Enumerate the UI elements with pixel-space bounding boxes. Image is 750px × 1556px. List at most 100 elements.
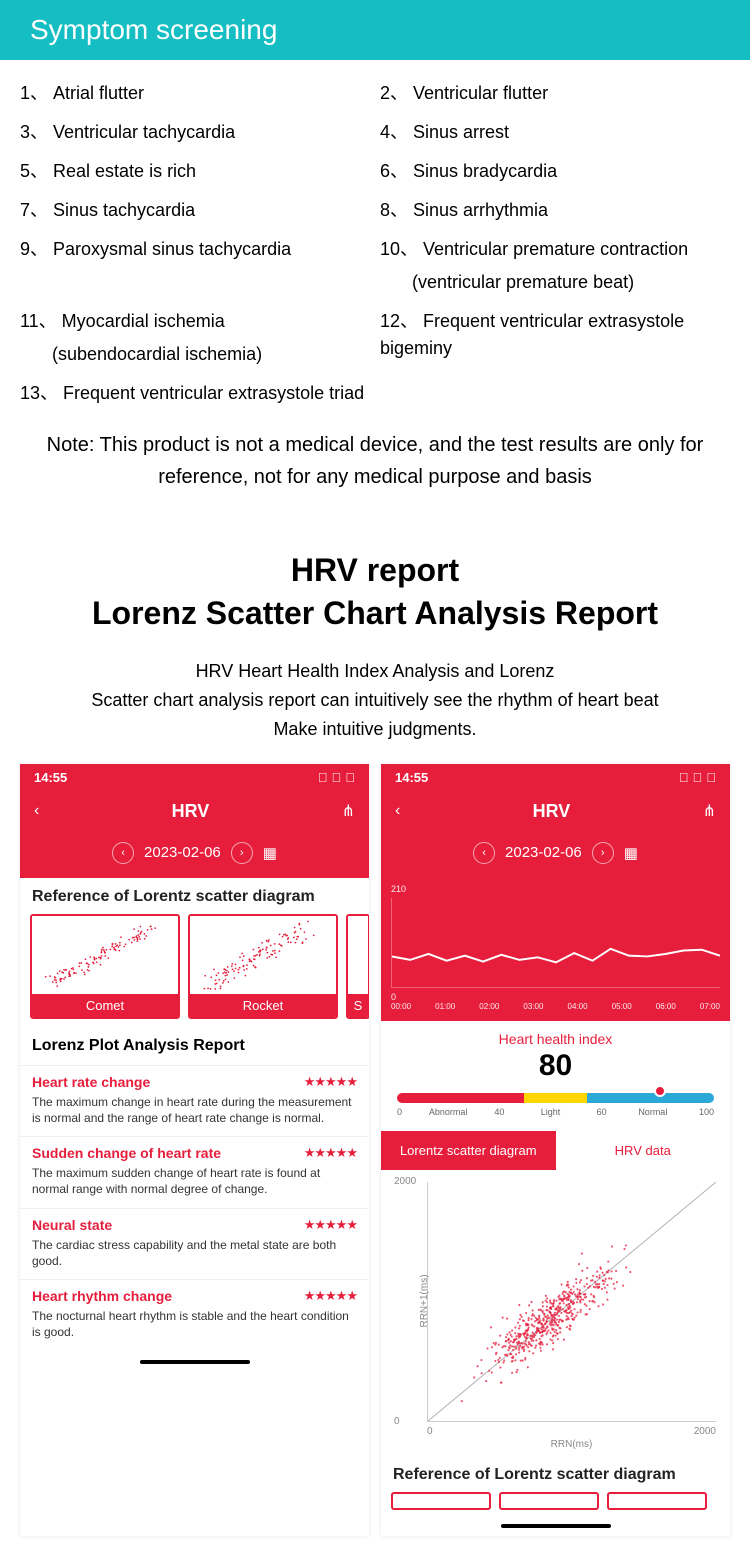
gauge-tick: 40 (494, 1107, 504, 1117)
scatter-xmax: 2000 (694, 1426, 716, 1437)
metric-name: Sudden change of heart rate (32, 1145, 221, 1161)
x-tick: 03:00 (523, 1002, 543, 1011)
status-bar: 14:55 􀙇 􀙈 􀛨 (381, 764, 730, 791)
ref-scroll-right[interactable] (381, 1492, 730, 1514)
symptom-item: 10、 Ventricular premature contraction(ve… (380, 236, 730, 296)
ref-card[interactable]: Comet (30, 914, 180, 1019)
symptom-item: 5、 Real estate is rich (20, 158, 370, 185)
metric-item: Heart rhythm change ★★★★★ The nocturnal he… (20, 1279, 369, 1350)
section-banner: Symptom screening (0, 0, 750, 60)
phone-right: 14:55 􀙇 􀙈 􀛨 ‹ HRV ⋔ ‹ 2023-02-06 › ▦ 210… (381, 764, 730, 1536)
date-prev-icon[interactable]: ‹ (112, 842, 134, 864)
x-tick: 00:00 (391, 1002, 411, 1011)
x-tick: 06:00 (656, 1002, 676, 1011)
banner-title: Symptom screening (30, 14, 277, 45)
x-tick: 01:00 (435, 1002, 455, 1011)
metric-desc: The maximum change in heart rate during … (32, 1094, 357, 1126)
tab-hrv-data[interactable]: HRV data (556, 1131, 731, 1170)
hrv-subtitle: HRV Heart Health Index Analysis and Lore… (0, 641, 750, 763)
metric-stars: ★★★★★ (304, 1074, 357, 1090)
symptom-grid: 1、 Atrial flutter 2、 Ventricular flutter 3… (0, 60, 750, 417)
date-selector: ‹ 2023-02-06 › ▦ (381, 834, 730, 878)
gauge-tick: Abnormal (402, 1107, 494, 1117)
gauge: 0Abnormal40Light60Normal100 (381, 1087, 730, 1131)
metric-item: Sudden change of heart rate ★★★★★ The maxi… (20, 1136, 369, 1207)
metric-item: Neural state★★★★★The cardiac stress capa… (20, 1208, 369, 1279)
calendar-icon[interactable]: ▦ (263, 844, 277, 862)
line-chart: 210 0 00:0001:0002:0003:0004:0005:0006:0… (381, 878, 730, 1021)
battery-icon: 􀛨 (706, 770, 716, 785)
metric-desc: The nocturnal heart rhythm is stable and… (32, 1308, 357, 1340)
symptom-item: 1、 Atrial flutter (20, 80, 370, 107)
ref-header: Reference of Lorentz scatter diagram (20, 878, 369, 914)
symptom-item: 6、 Sinus bradycardia (380, 158, 730, 185)
symptom-item: 9、 Paroxysmal sinus tachycardia (20, 236, 370, 296)
nav-bar: ‹ HRV ⋔ (20, 791, 369, 834)
heart-health-index: Heart health index 80 (381, 1021, 730, 1087)
scatter-ymin: 0 (394, 1416, 400, 1427)
scatter-ymax: 2000 (394, 1176, 416, 1187)
symptom-item: 3、 Ventricular tachycardia (20, 119, 370, 146)
symptom-item: 2、 Ventricular flutter (380, 80, 730, 107)
status-icons: 􀙇 􀙈 􀛨 (318, 770, 355, 785)
ref-card[interactable]: Rocket (188, 914, 338, 1019)
y-min: 0 (391, 992, 396, 1002)
signal-icon: 􀙇 (679, 770, 689, 785)
gauge-segment (524, 1093, 587, 1103)
ref-label: S (348, 994, 368, 1017)
back-icon[interactable]: ‹ (34, 802, 39, 820)
tabs: Lorentz scatter diagram HRV data (381, 1131, 730, 1170)
wifi-icon: 􀙈 (693, 770, 703, 785)
metric-stars: ★★★★★ (304, 1288, 357, 1304)
symptom-item: 7、 Sinus tachycardia (20, 197, 370, 224)
date-next-icon[interactable]: › (592, 842, 614, 864)
scatter-plot: 2000 RRN+1(ms) 0 0 2000 RRN(ms) (381, 1170, 730, 1456)
share-icon[interactable]: ⋔ (342, 801, 355, 821)
x-tick: 07:00 (700, 1002, 720, 1011)
symptom-item: 8、 Sinus arrhythmia (380, 197, 730, 224)
metric-desc: The cardiac stress capability and the me… (32, 1237, 357, 1269)
disclaimer-note: Note: This product is not a medical devi… (0, 417, 750, 513)
y-max: 210 (391, 884, 720, 894)
metric-desc: The maximum sudden change of heart rate … (32, 1165, 357, 1197)
x-tick: 04:00 (568, 1002, 588, 1011)
scatter-ylabel: RRN+1(ms) (419, 1275, 430, 1328)
hh-label: Heart health index (393, 1031, 718, 1047)
symptom-item: 13、 Frequent ventricular extrasystole tr… (20, 380, 370, 407)
hrv-title: HRV report Lorenz Scatter Chart Analysis… (0, 513, 750, 641)
gauge-tick: 60 (597, 1107, 607, 1117)
gauge-tick: Light (504, 1107, 596, 1117)
hrv-title-line1: HRV report (20, 549, 730, 592)
gauge-tick: Normal (607, 1107, 699, 1117)
metric-name: Heart rate change (32, 1074, 150, 1090)
home-indicator (501, 1524, 611, 1528)
tab-lorentz[interactable]: Lorentz scatter diagram (381, 1131, 556, 1170)
status-bar: 14:55 􀙇 􀙈 􀛨 (20, 764, 369, 791)
nav-title: HRV (533, 801, 571, 822)
phone-screenshots: 14:55 􀙇 􀙈 􀛨 ‹ HRV ⋔ ‹ 2023-02-06 › ▦ Ref… (0, 764, 750, 1556)
back-icon[interactable]: ‹ (395, 802, 400, 820)
ref-label: Rocket (190, 994, 336, 1017)
metric-stars: ★★★★★ (304, 1145, 357, 1161)
date-value: 2023-02-06 (144, 844, 221, 861)
ref-card[interactable]: S (346, 914, 369, 1019)
date-next-icon[interactable]: › (231, 842, 253, 864)
ref-header-right: Reference of Lorentz scatter diagram (381, 1456, 730, 1492)
hrv-title-line2: Lorenz Scatter Chart Analysis Report (20, 592, 730, 635)
ref-scroll[interactable]: Comet Rocket S (20, 914, 369, 1031)
gauge-segment (587, 1093, 714, 1103)
date-selector: ‹ 2023-02-06 › ▦ (20, 834, 369, 878)
calendar-icon[interactable]: ▦ (624, 844, 638, 862)
nav-title: HRV (172, 801, 210, 822)
phone-left: 14:55 􀙇 􀙈 􀛨 ‹ HRV ⋔ ‹ 2023-02-06 › ▦ Ref… (20, 764, 369, 1536)
gauge-segment (397, 1093, 524, 1103)
x-tick: 05:00 (612, 1002, 632, 1011)
scatter-xlabel: RRN(ms) (427, 1439, 716, 1450)
symptom-item: 11、 Myocardial ischemia(subendocardial i… (20, 308, 370, 368)
share-icon[interactable]: ⋔ (703, 801, 716, 821)
date-value: 2023-02-06 (505, 844, 582, 861)
metric-name: Heart rhythm change (32, 1288, 172, 1304)
status-icons: 􀙇 􀙈 􀛨 (679, 770, 716, 785)
date-prev-icon[interactable]: ‹ (473, 842, 495, 864)
ref-label: Comet (32, 994, 178, 1017)
